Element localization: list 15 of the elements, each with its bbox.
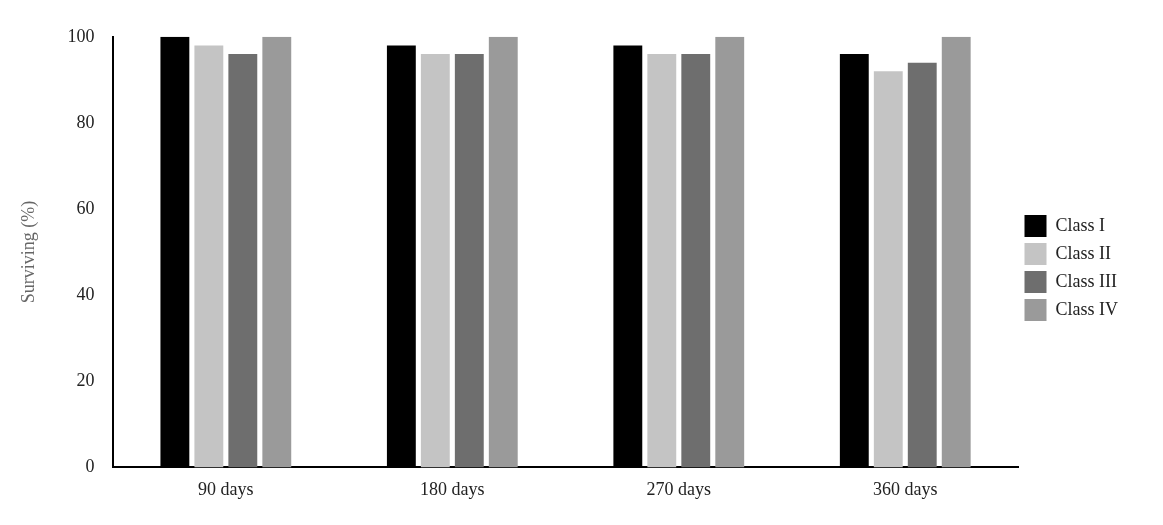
y-tick-label: 80 (76, 111, 95, 132)
y-tick-label: 60 (76, 197, 95, 218)
x-tick-label: 360 days (873, 478, 938, 499)
legend-label: Class IV (1055, 298, 1118, 319)
y-tick-label: 20 (76, 370, 95, 391)
legend-label: Class II (1055, 242, 1111, 263)
y-tick-label: 40 (76, 283, 95, 304)
y-axis-title: Surviving (%) (17, 200, 39, 304)
y-tick-label: 0 (85, 456, 95, 477)
legend-label: Class III (1055, 270, 1117, 291)
x-tick-label: 90 days (198, 478, 254, 499)
legend-label: Class I (1055, 214, 1106, 235)
y-tick-label: 100 (67, 25, 95, 46)
x-tick-label: 180 days (420, 478, 485, 499)
x-tick-label: 270 days (646, 478, 712, 499)
